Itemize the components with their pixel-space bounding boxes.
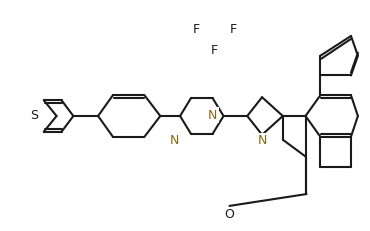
Text: N: N <box>169 134 179 147</box>
Text: O: O <box>225 208 235 221</box>
Text: N: N <box>258 134 267 147</box>
Text: F: F <box>211 44 218 57</box>
Text: F: F <box>192 23 199 36</box>
Text: N: N <box>208 109 217 122</box>
Text: S: S <box>30 109 38 122</box>
Text: F: F <box>230 23 237 36</box>
